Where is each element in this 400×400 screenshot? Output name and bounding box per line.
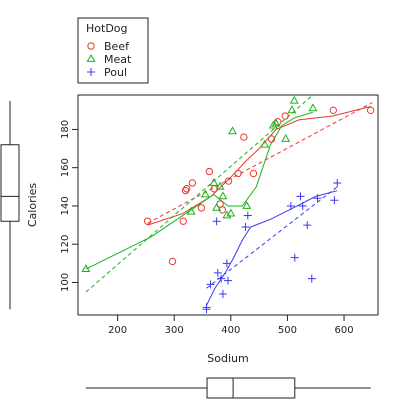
beef-regression-line [147, 102, 373, 224]
x-axis-title: Sodium [207, 352, 248, 365]
poul-point [217, 274, 226, 283]
meat-point [287, 105, 297, 114]
beef-point [224, 177, 233, 185]
y-tick-label: 140 [60, 196, 71, 215]
meat-point [212, 202, 222, 211]
poul-point [202, 305, 211, 314]
meat-point [209, 177, 219, 186]
legend-label-beef: Beef [104, 40, 130, 53]
x-box [206, 377, 296, 399]
poul-point [313, 194, 322, 203]
meat-point [271, 118, 281, 127]
meat-point [226, 208, 236, 217]
beef-point [234, 169, 242, 178]
meat-smooth-line [85, 111, 314, 270]
legend-symbol-meat [86, 53, 96, 62]
poul-point [298, 201, 307, 210]
y-box [0, 144, 20, 222]
beef-point [181, 186, 190, 195]
beef-point [197, 204, 206, 212]
beef-point [179, 217, 187, 225]
beef-point [205, 167, 214, 176]
legend-symbol-poul [87, 68, 95, 76]
poul-point [218, 289, 227, 298]
beef-point [188, 179, 197, 187]
meat-point [308, 103, 318, 112]
meat-point [242, 200, 252, 209]
y-axis-title: Calories [26, 183, 39, 228]
poul-point [206, 280, 215, 289]
beef-point [182, 185, 191, 193]
poul-point [243, 211, 252, 220]
poul-point [296, 192, 305, 201]
meat-regression-line [85, 94, 314, 293]
meat-point [186, 206, 196, 215]
poul-smooth-line [206, 190, 338, 306]
legend-title: HotDog [86, 22, 128, 35]
y-tick-label: 180 [60, 120, 71, 139]
beef-point [143, 217, 152, 225]
poul-point [286, 201, 295, 210]
y-marginal-boxplot [0, 100, 20, 310]
beef-smooth-line [147, 106, 371, 226]
plot-frame [77, 94, 379, 316]
meat-point [218, 191, 228, 200]
beef-point [240, 133, 248, 141]
x-tick-label: 500 [278, 325, 297, 336]
poul-point [213, 268, 222, 277]
x-tick-label: 300 [165, 325, 184, 336]
poul-point [330, 196, 339, 205]
poul-point [222, 259, 231, 268]
beef-point [168, 257, 177, 266]
beef-point [329, 106, 337, 115]
poul-point [307, 274, 316, 283]
legend-label-meat: Meat [104, 53, 132, 66]
x-marginal-boxplot [85, 377, 371, 399]
y-tick-label: 100 [60, 273, 71, 292]
legend-label-poul: Poul [104, 66, 127, 79]
poul-point [241, 223, 250, 231]
meat-point [81, 264, 91, 272]
legend-symbol-beef [87, 42, 95, 50]
meat-point [222, 210, 232, 219]
meat-point [281, 133, 291, 142]
beef-point [281, 112, 289, 120]
meat-point [268, 120, 278, 129]
y-tick-label: 120 [60, 235, 71, 254]
beef-point [366, 106, 375, 115]
meat-point [228, 126, 237, 135]
poul-point [224, 276, 232, 285]
poul-point [333, 179, 342, 187]
meat-point [215, 181, 225, 190]
meat-point [289, 95, 299, 104]
x-tick-label: 400 [221, 325, 240, 336]
x-tick-label: 600 [334, 325, 353, 336]
meat-point [260, 139, 270, 148]
poul-point [290, 253, 299, 262]
poul-point [303, 221, 312, 230]
beef-point [267, 135, 276, 143]
y-tick-label: 160 [60, 158, 71, 177]
meat-point [200, 189, 210, 198]
beef-point [249, 169, 258, 178]
x-tick-label: 200 [108, 325, 127, 336]
poul-point [212, 217, 221, 226]
